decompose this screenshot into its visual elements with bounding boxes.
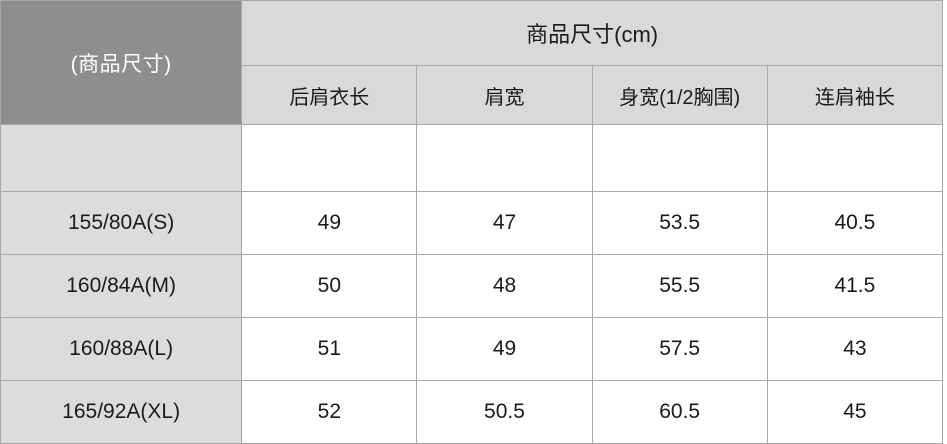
spacer-row-cell xyxy=(766,124,944,192)
size-value-cell: 45 xyxy=(766,380,944,444)
group-header-cell: 商品尺寸(cm) xyxy=(241,0,943,66)
table-row: 160/88A(L) 51 49 57.5 43 xyxy=(0,317,944,381)
size-value-cell: 49 xyxy=(416,317,593,381)
size-value-cell: 50.5 xyxy=(416,380,593,444)
size-value-cell: 53.5 xyxy=(591,191,768,255)
size-value-cell: 60.5 xyxy=(591,380,768,444)
size-value-cell: 40.5 xyxy=(766,191,944,255)
size-chart-body: 155/80A(S) 49 47 53.5 40.5 160/84A(M) 50… xyxy=(0,124,944,444)
size-value-cell: 51 xyxy=(241,317,418,381)
table-row: 160/84A(M) 50 48 55.5 41.5 xyxy=(0,254,944,318)
table-row: 165/92A(XL) 52 50.5 60.5 45 xyxy=(0,380,944,444)
header-row-group: (商品尺寸) 商品尺寸(cm) xyxy=(0,0,943,125)
column-header-body-width: 身宽(1/2胸围) xyxy=(591,65,768,125)
size-value-cell: 52 xyxy=(241,380,418,444)
size-label-cell: 160/88A(L) xyxy=(0,317,243,381)
size-label-cell: 165/92A(XL) xyxy=(0,380,243,444)
size-value-cell: 50 xyxy=(241,254,418,318)
table-row: 155/80A(S) 49 47 53.5 40.5 xyxy=(0,191,944,255)
spacer-row-cell xyxy=(241,124,418,192)
size-value-cell: 49 xyxy=(241,191,418,255)
size-label-cell: 155/80A(S) xyxy=(0,191,243,255)
column-header-raglan-sleeve-length: 连肩袖长 xyxy=(766,65,944,125)
size-value-cell: 47 xyxy=(416,191,593,255)
spacer-row-cell xyxy=(591,124,768,192)
size-value-cell: 57.5 xyxy=(591,317,768,381)
corner-header-cell: (商品尺寸) xyxy=(0,0,243,125)
size-chart-header: (商品尺寸) 商品尺寸(cm) 后肩衣长 肩宽 身宽(1/2胸围) 连肩袖长 xyxy=(0,0,944,125)
column-header-back-shoulder-length: 后肩衣长 xyxy=(241,65,418,125)
header-row-columns: 后肩衣长 肩宽 身宽(1/2胸围) 连肩袖长 xyxy=(1,65,944,125)
size-value-cell: 55.5 xyxy=(591,254,768,318)
size-value-cell: 41.5 xyxy=(766,254,944,318)
spacer-row-cell xyxy=(416,124,593,192)
size-value-cell: 48 xyxy=(416,254,593,318)
table-row-spacer xyxy=(0,124,944,192)
size-value-cell: 43 xyxy=(766,317,944,381)
spacer-row-label xyxy=(0,124,243,192)
size-label-cell: 160/84A(M) xyxy=(0,254,243,318)
column-header-shoulder-width: 肩宽 xyxy=(416,65,593,125)
